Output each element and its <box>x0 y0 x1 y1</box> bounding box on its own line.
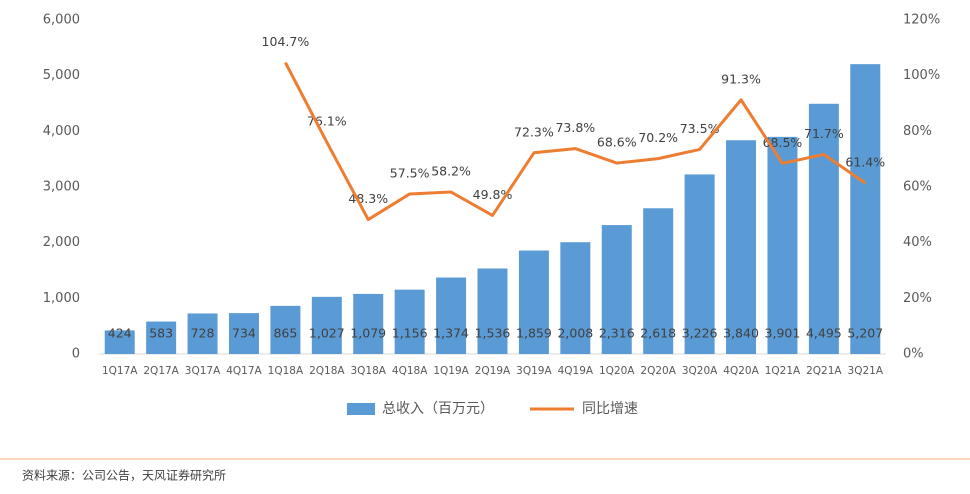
data-label: 1,079 <box>350 326 386 341</box>
y2-tick-label: 80% <box>903 124 932 139</box>
bar <box>311 296 342 354</box>
bar <box>104 330 135 354</box>
data-label: 73.5% <box>680 121 720 136</box>
y2-tick-label: 100% <box>903 68 940 83</box>
data-label: 734 <box>232 326 256 341</box>
x-tick-label: 2Q19A <box>475 365 511 377</box>
data-label: 3,840 <box>723 326 759 341</box>
y2-tick-label: 120% <box>903 13 940 28</box>
bar <box>560 242 591 354</box>
x-tick-label: 3Q21A <box>848 365 884 377</box>
y-tick-label: 2,000 <box>43 235 80 250</box>
data-label: 58.2% <box>431 164 471 179</box>
bar <box>601 225 632 354</box>
y2-tick-label: 40% <box>903 235 932 250</box>
data-label: 3,226 <box>682 326 718 341</box>
y2-tick-label: 0% <box>903 347 924 362</box>
data-label: 424 <box>108 326 132 341</box>
x-tick-label: 1Q20A <box>599 365 635 377</box>
bar <box>477 268 508 354</box>
x-tick-label: 3Q19A <box>516 365 552 377</box>
x-tick-label: 1Q21A <box>765 365 801 377</box>
bar <box>850 64 881 354</box>
data-label: 5,207 <box>847 326 883 341</box>
x-tick-label: 1Q18A <box>268 365 304 377</box>
y2-tick-label: 20% <box>903 291 932 306</box>
data-label: 3,901 <box>765 326 801 341</box>
data-label: 68.6% <box>597 135 637 150</box>
y2-tick-label: 60% <box>903 180 932 195</box>
x-tick-label: 4Q20A <box>723 365 759 377</box>
line <box>284 61 867 222</box>
data-label: 2,618 <box>640 326 676 341</box>
y-tick-label: 6,000 <box>43 13 80 28</box>
data-label: 4,495 <box>806 326 842 341</box>
bar <box>353 293 384 354</box>
source-note: 资料来源：公司公告，天风证券研究所 <box>22 468 226 483</box>
legend-label: 总收入（百万元） <box>382 401 494 417</box>
bar <box>187 313 218 354</box>
data-label: 1,859 <box>516 326 552 341</box>
data-label: 1,156 <box>392 326 428 341</box>
bar <box>643 208 674 354</box>
data-label: 1,536 <box>475 326 511 341</box>
data-label: 583 <box>149 326 173 341</box>
y-tick-label: 1,000 <box>43 291 80 306</box>
data-label: 91.3% <box>721 71 761 86</box>
x-tick-label: 2Q18A <box>309 365 345 377</box>
data-label: 104.7% <box>262 34 310 49</box>
data-label: 2,316 <box>599 326 635 341</box>
bar <box>767 136 798 354</box>
y-tick-label: 4,000 <box>43 124 80 139</box>
y-tick-label: 5,000 <box>43 68 80 83</box>
x-tick-label: 3Q20A <box>682 365 718 377</box>
x-tick-label: 1Q19A <box>433 365 469 377</box>
legend-swatch <box>347 403 375 415</box>
data-label: 73.8% <box>555 120 595 135</box>
bar <box>684 174 715 354</box>
x-tick-label: 2Q20A <box>640 365 676 377</box>
bar <box>146 321 177 354</box>
x-tick-label: 1Q17A <box>102 365 138 377</box>
bar <box>726 140 757 354</box>
x-tick-label: 4Q19A <box>558 365 594 377</box>
y-tick-label: 3,000 <box>43 180 80 195</box>
bar <box>808 103 839 354</box>
data-label: 71.7% <box>804 126 844 141</box>
x-tick-label: 4Q17A <box>226 365 262 377</box>
bar <box>518 250 549 354</box>
bar <box>394 289 425 354</box>
data-label: 2,008 <box>557 326 593 341</box>
y-tick-label: 0 <box>72 347 80 362</box>
bar <box>270 305 301 354</box>
data-label: 1,374 <box>433 326 469 341</box>
data-label: 70.2% <box>638 130 678 145</box>
data-label: 728 <box>191 326 215 341</box>
x-tick-label: 3Q18A <box>350 365 386 377</box>
data-label: 57.5% <box>390 165 430 180</box>
x-tick-label: 3Q17A <box>185 365 221 377</box>
x-tick-label: 4Q18A <box>392 365 428 377</box>
legend-label: 同比增速 <box>582 401 638 417</box>
data-label: 72.3% <box>514 124 554 139</box>
data-label: 865 <box>273 326 297 341</box>
x-tick-label: 2Q17A <box>143 365 179 377</box>
bar <box>436 277 467 354</box>
data-label: 1,027 <box>309 326 345 341</box>
bar <box>228 313 259 354</box>
x-tick-label: 2Q21A <box>806 365 842 377</box>
data-label: 61.4% <box>845 155 885 170</box>
